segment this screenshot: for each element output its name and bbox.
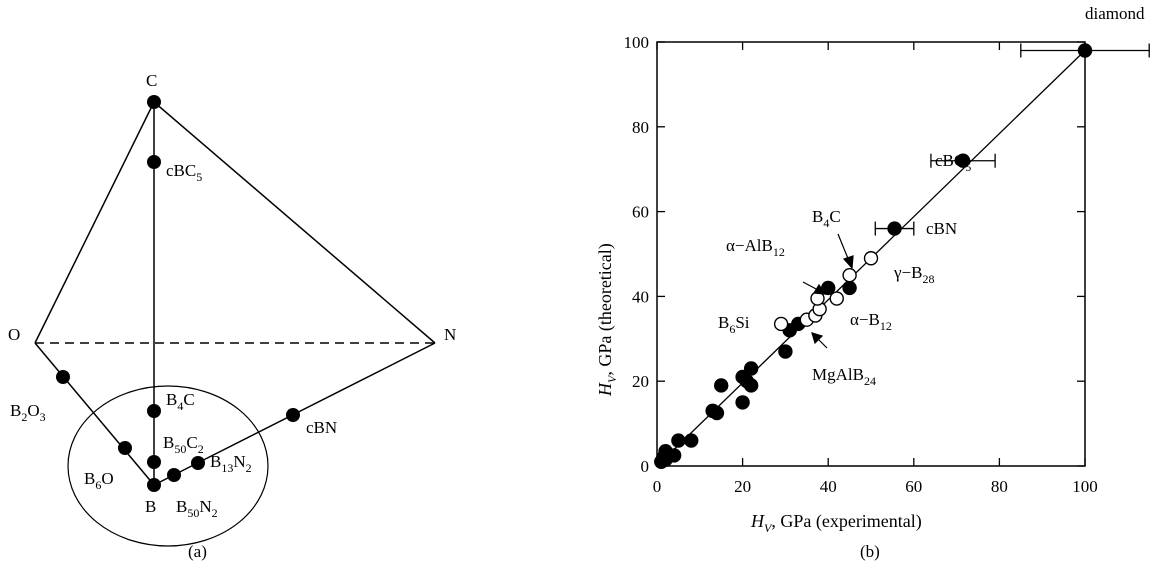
x-tick-label: 100 [1072, 477, 1098, 496]
y-ticks: 0 20 40 60 80 100 [624, 33, 1085, 476]
y-tick-label: 40 [632, 287, 649, 306]
arrowhead-alb12 [812, 283, 827, 295]
x-tick-label: 80 [991, 477, 1008, 496]
point-b4c [147, 404, 161, 418]
data-point-open [773, 316, 789, 332]
arrow-b4c [837, 233, 850, 262]
data-point-filled [735, 395, 750, 410]
x-tick-label: 60 [905, 477, 922, 496]
point-b50n2 [167, 468, 181, 482]
arrow-alb12 [802, 281, 819, 291]
data-point-filled [714, 378, 729, 393]
arrowhead-mgalb24 [811, 332, 824, 345]
y-tick-label: 80 [632, 118, 649, 137]
vertex-label-n: N [444, 325, 456, 344]
point-cbc5 [147, 155, 161, 169]
point-b2o3 [56, 370, 70, 384]
label-cbc5: cBC5 [166, 161, 202, 184]
annot-ab12: α−B12 [850, 310, 892, 333]
vertex-label-o: O [8, 325, 20, 344]
annot-cbn: cBN [926, 219, 957, 238]
data-point-filled [709, 405, 725, 421]
annot-diamond: diamond [1085, 4, 1145, 23]
edge-c-o [34, 101, 155, 344]
x-ticks: 0 20 40 60 80 100 [653, 42, 1098, 496]
data-point-filled [1077, 43, 1093, 58]
y-tick-label: 20 [632, 372, 649, 391]
label-b4c: B4C [166, 390, 195, 413]
arrowhead-b4c [842, 255, 854, 270]
data-points [654, 43, 1093, 469]
error-bars [874, 43, 1150, 236]
label-b50n2: B50N2 [176, 497, 218, 520]
y-axis-title: HV, GPa (theoretical) [595, 243, 619, 397]
data-point-open [842, 268, 857, 283]
label-b2o3: B2O3 [10, 401, 46, 424]
annot-gb28: γ−B28 [893, 263, 934, 286]
annot-b4c: B4C [812, 207, 841, 230]
vertex-label-c: C [146, 71, 157, 90]
data-point-filled [666, 448, 682, 463]
data-point-filled [955, 153, 971, 168]
data-point-filled [821, 280, 836, 296]
data-point-filled [778, 344, 793, 359]
panel-a-labels: C O N B cBC5 B4C B50C2 B13N2 B50N2 B6O B… [8, 71, 456, 561]
label-b50c2: B50C2 [163, 433, 204, 456]
point-c [147, 95, 161, 109]
annotations: diamond cBC5 cBN B4C α−AlB12 γ−B28 B6Si … [718, 4, 1145, 388]
x-tick-label: 40 [820, 477, 837, 496]
data-point-open [829, 291, 844, 306]
data-point-filled [671, 433, 686, 448]
data-point-open [863, 251, 879, 266]
label-cbn-a: cBN [306, 418, 337, 437]
edge-o-b [34, 342, 155, 486]
x-tick-label: 0 [653, 477, 662, 496]
x-tick-label: 20 [734, 477, 751, 496]
annot-b6si: B6Si [718, 313, 750, 336]
point-cbn [286, 408, 300, 422]
y-tick-label: 0 [641, 457, 650, 476]
panel-a-points [56, 95, 300, 492]
data-point-filled [842, 280, 857, 296]
annotation-arrows [802, 233, 854, 349]
chart-b: 0 20 40 60 80 100 0 20 40 60 80 100 diamond cBC5 c… [595, 4, 1150, 561]
label-b13n2: B13N2 [210, 452, 252, 475]
point-b6o [118, 441, 132, 455]
x-axis-title: HV, GPa (experimental) [750, 511, 922, 535]
point-b [147, 478, 161, 492]
annot-mgalb24: MgAlB24 [812, 365, 876, 388]
y-tick-label: 100 [624, 33, 650, 52]
annot-cbc5: cBC5 [935, 151, 971, 174]
caption-b: (b) [860, 542, 880, 561]
annot-alb12: α−AlB12 [726, 236, 785, 259]
y-tick-label: 60 [632, 203, 649, 222]
point-b50c2 [147, 455, 161, 469]
caption-a: (a) [188, 542, 207, 561]
data-point-filled [743, 378, 759, 393]
data-point-filled [743, 361, 759, 376]
boron-rich-region-ellipse [67, 385, 269, 547]
vertex-label-b: B [145, 497, 156, 516]
data-point-filled [684, 433, 699, 448]
point-b13n2 [191, 456, 205, 470]
data-point-filled [887, 221, 902, 236]
label-b6o: B6O [84, 469, 114, 492]
plot-frame [656, 41, 1086, 467]
edge-c-n [153, 101, 436, 344]
